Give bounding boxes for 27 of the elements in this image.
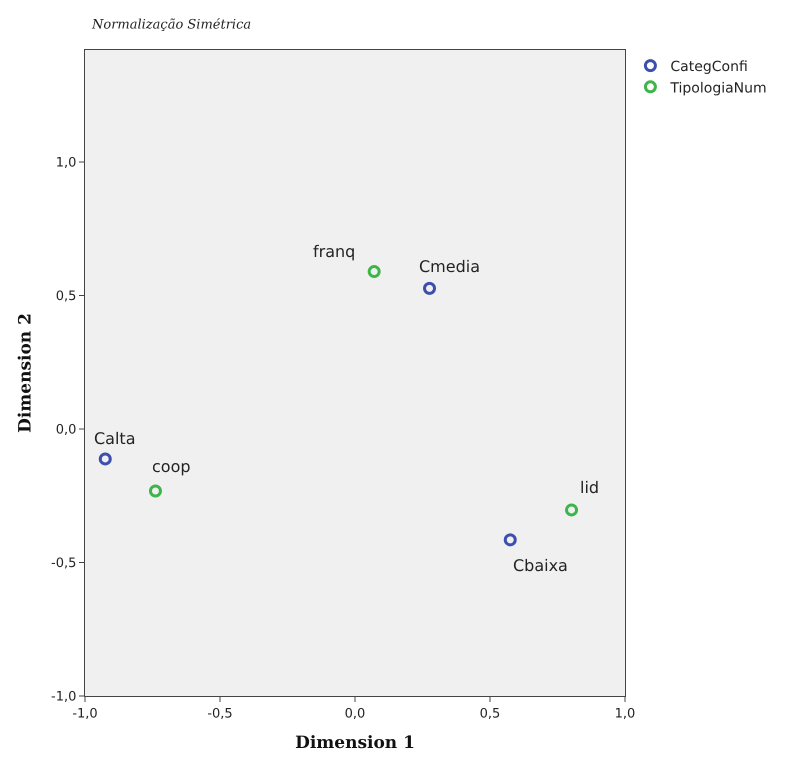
annotation: franq [313, 242, 356, 261]
x-tick-label: 0,5 [480, 706, 500, 722]
annotation: Calta [94, 429, 136, 448]
x-tick-label: -0,5 [207, 706, 233, 722]
y-tick-label: -0,5 [51, 556, 76, 572]
y-tick-label: 0,5 [56, 289, 76, 304]
annotation: Cmedia [419, 257, 480, 276]
annotation: Cbaixa [513, 556, 568, 575]
x-tick-label: -1,0 [72, 706, 98, 722]
point [98, 452, 112, 466]
y-axis-title: Dimension 2 [16, 313, 36, 433]
y-tick-label: 1,0 [56, 156, 76, 171]
point [423, 282, 436, 295]
point [148, 484, 162, 498]
x-tick-label: 1,0 [614, 706, 636, 722]
point [504, 533, 517, 546]
y-tick-label: 0,0 [56, 422, 76, 438]
legend-label: TipologiaNum [669, 80, 767, 96]
x-tick-label: 0,0 [344, 706, 366, 722]
x-axis-title: Dimension 1 [295, 733, 415, 753]
y-tick-label: -1,0 [51, 690, 76, 705]
annotation: lid [580, 478, 600, 497]
annotation: coop [152, 457, 191, 476]
point [368, 265, 381, 278]
chart-title: Normalização Simétrica [91, 17, 252, 32]
legend-label: CategConfi [670, 59, 748, 76]
point [565, 503, 578, 516]
